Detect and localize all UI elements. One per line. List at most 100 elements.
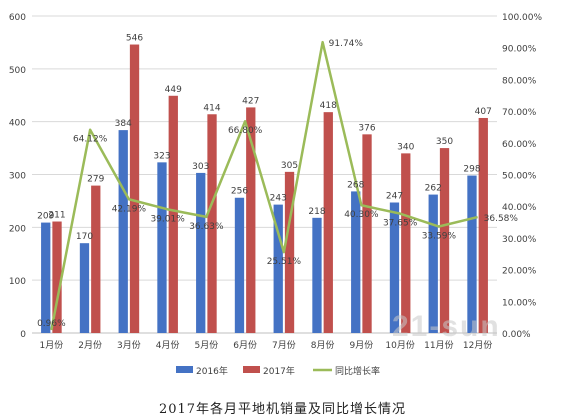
data-label-2016: 218 [308, 207, 325, 217]
bar-2017 [323, 112, 333, 333]
data-label-2017: 414 [203, 103, 220, 113]
data-label-2017: 418 [320, 101, 337, 111]
data-label-2017: 407 [475, 107, 492, 117]
y2-tick-label: 50.00% [502, 172, 537, 182]
data-label-2017: 350 [436, 137, 453, 147]
y2-tick-label: 60.00% [502, 140, 537, 150]
legend-swatch [243, 366, 260, 373]
figure-caption: 2017年各月平地机销量及同比增长情况 [158, 402, 407, 417]
data-label-growth: 36.58% [484, 214, 519, 224]
x-tick-label: 8月份 [311, 339, 335, 351]
bar-2017 [129, 44, 140, 333]
y-tick-label: 300 [9, 172, 26, 182]
y2-tick-label: 0.00% [502, 330, 531, 340]
bar-2017 [168, 95, 178, 333]
data-label-2016: 323 [153, 151, 170, 161]
data-label-2017: 449 [165, 85, 182, 95]
x-tick-label: 4月份 [156, 339, 180, 351]
data-label-2017: 279 [87, 175, 104, 185]
chart-svg: 0 100 200 300 400 500 600 0.00% 10.00% 20.00% 30.0… [9, 13, 543, 377]
bar-2017 [246, 107, 256, 333]
data-label-2016: 262 [425, 184, 442, 194]
data-label-growth: 25.51% [267, 257, 302, 267]
data-label-growth: 64.12% [73, 135, 108, 145]
legend-label: 2017年 [263, 365, 295, 377]
data-label-2017: 546 [126, 34, 143, 44]
y-tick-label: 200 [9, 224, 26, 234]
data-label-2016: 170 [76, 232, 93, 242]
data-label-2017: 211 [48, 211, 65, 221]
y2-tick-label: 90.00% [502, 45, 537, 55]
bar-2017 [91, 185, 101, 333]
bar-2016 [273, 204, 283, 333]
x-tick-label: 1月份 [40, 339, 64, 351]
data-label-2016: 298 [463, 165, 480, 175]
x-tick-label: 6月份 [233, 339, 257, 351]
data-label-growth: 40.30% [344, 210, 379, 220]
data-label-growth: 33.59% [422, 232, 457, 242]
bar-2017 [362, 134, 372, 333]
data-label-growth: 42.19% [112, 204, 147, 214]
data-label-2016: 243 [270, 194, 287, 204]
bar-2016 [196, 172, 206, 333]
data-label-growth: 39.01% [150, 214, 185, 224]
data-label-growth: 37.65% [383, 219, 418, 229]
bar-2017 [284, 171, 295, 333]
legend-label: 2016年 [196, 365, 228, 377]
x-tick-label: 3月份 [117, 339, 141, 351]
legend-label: 同比增长率 [335, 365, 380, 377]
data-label-2017: 427 [242, 96, 259, 106]
bar-2016 [389, 202, 400, 333]
data-label-2017: 376 [358, 123, 375, 133]
y-tick-label: 0 [20, 330, 26, 340]
y-tick-label: 100 [9, 277, 26, 287]
bar-2017 [478, 117, 488, 334]
legend-swatch [176, 366, 193, 373]
x-tick-label: 12月份 [463, 339, 492, 351]
data-label-2016: 303 [192, 162, 209, 172]
y2-tick-label: 100.00% [502, 13, 542, 23]
data-label-growth: 66.80% [228, 126, 263, 136]
x-tick-label: 10月份 [385, 339, 414, 351]
data-label-2016: 247 [386, 192, 403, 202]
y2-tick-label: 10.00% [502, 298, 537, 308]
bar-2016 [41, 222, 51, 333]
data-label-2016: 384 [115, 119, 132, 129]
data-label-2017: 305 [281, 161, 298, 171]
y2-tick-label: 70.00% [502, 108, 537, 118]
data-label-growth: 91.74% [329, 39, 364, 49]
data-label-2016: 209 [37, 212, 54, 222]
x-tick-label: 5月份 [195, 339, 219, 351]
bar-2017 [439, 148, 450, 333]
x-tick-label: 2月份 [78, 339, 102, 351]
watermark-logo: 21-sun [392, 310, 501, 343]
bar-2016 [351, 191, 361, 333]
growth-line [50, 40, 478, 331]
y2-tick-label: 20.00% [502, 267, 537, 277]
bar-2017 [52, 221, 62, 333]
bar-2016 [118, 130, 128, 333]
bar-2016 [467, 175, 477, 333]
bar-2016 [428, 194, 438, 333]
bar-2016 [312, 217, 322, 333]
y2-tick-label: 80.00% [502, 76, 537, 86]
bar-2017 [401, 153, 411, 333]
y2-tick-label: 40.00% [502, 203, 537, 213]
chart: 0 100 200 300 400 500 600 0.00% 10.00% 20.00% 30.0… [9, 13, 543, 377]
bar-2016 [234, 197, 245, 333]
y-tick-label: 600 [9, 13, 26, 23]
bar-2017 [207, 114, 217, 334]
data-label-growth: 0.96% [37, 319, 66, 329]
data-label-2017: 340 [397, 142, 414, 152]
y-tick-label: 400 [9, 119, 26, 129]
x-tick-label: 7月份 [272, 339, 296, 351]
y-tick-label: 500 [9, 66, 26, 76]
data-label-growth: 36.63% [189, 222, 224, 232]
x-tick-label: 9月份 [350, 339, 374, 351]
data-label-2016: 256 [231, 187, 248, 197]
bar-2016 [79, 243, 90, 333]
bar-2016 [157, 162, 167, 333]
x-tick-label: 11月份 [424, 339, 453, 351]
y2-tick-label: 30.00% [502, 235, 537, 245]
data-label-2016: 268 [347, 180, 364, 190]
